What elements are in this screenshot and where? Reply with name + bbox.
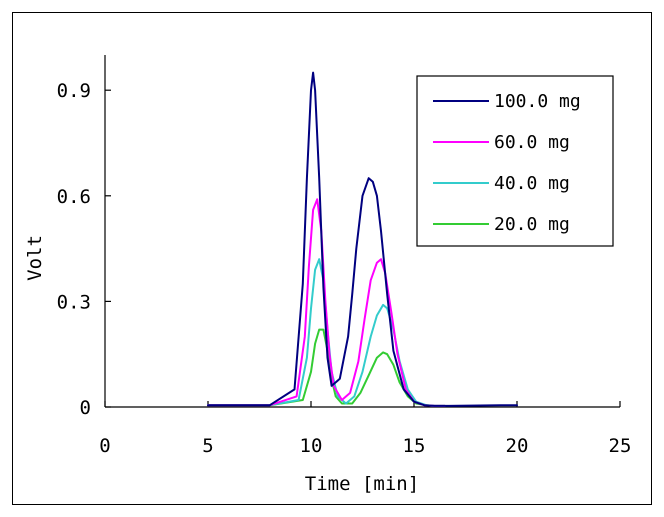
legend-label: 20.0 mg	[494, 214, 570, 235]
x-tick-label: 5	[202, 435, 213, 457]
series-line-100-0-mg	[207, 71, 518, 407]
legend-label: 60.0 mg	[494, 132, 570, 153]
y-ticks: 0 0.3 0.6 0.9	[57, 80, 111, 419]
x-tick-label: 25	[609, 435, 632, 457]
series-line-20-0-mg	[207, 328, 446, 407]
x-tick-label: 20	[506, 435, 529, 457]
chart: 0 0.3 0.6 0.9 0 5 10 15 20 25 Time [min] Volt 10…	[24, 55, 631, 495]
series-line-40-0-mg	[207, 258, 446, 407]
legend-label: 100.0 mg	[494, 91, 581, 112]
chart-frame: 0 0.3 0.6 0.9 0 5 10 15 20 25 Time [min] Volt 10…	[12, 12, 652, 505]
series-line-60-0-mg	[207, 198, 446, 407]
legend: 100.0 mg 60.0 mg 40.0 mg 20.0 mg	[416, 75, 614, 247]
y-tick-label: 0	[80, 397, 91, 419]
legend-items: 100.0 mg 60.0 mg 40.0 mg 20.0 mg	[433, 91, 581, 235]
y-tick-label: 0.3	[57, 291, 91, 313]
x-tick-label: 15	[403, 435, 426, 457]
y-tick-label: 0.6	[57, 186, 91, 208]
series-layer	[207, 71, 518, 407]
x-tick-label: 0	[99, 435, 110, 457]
legend-box	[416, 75, 614, 247]
legend-label: 40.0 mg	[494, 173, 570, 194]
x-tick-label: 10	[300, 435, 323, 457]
x-ticks: 0 5 10 15 20 25	[99, 401, 631, 457]
y-tick-label: 0.9	[57, 80, 91, 102]
plot-area	[104, 55, 620, 408]
y-axis-title: Volt	[24, 235, 46, 281]
x-axis-title: Time [min]	[305, 473, 419, 495]
